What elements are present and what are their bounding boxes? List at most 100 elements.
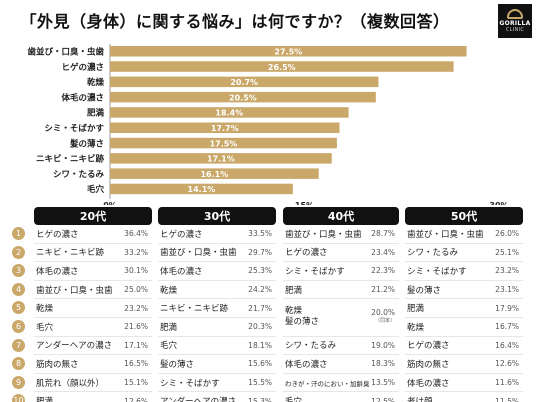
rank-badge: 1: [12, 227, 25, 240]
row-label: 髪の薄さ: [407, 285, 442, 296]
row-label: アンダーヘアの濃さ: [36, 341, 113, 352]
row-value: 21.2%: [371, 285, 395, 295]
table-row: 乾燥 24.2%: [158, 281, 276, 300]
table-row: シミ・そばかす 23.2%: [405, 262, 523, 281]
bar: [110, 61, 454, 72]
row-value: 15.5%: [248, 378, 272, 388]
table-row: 肥満 17.9%: [405, 299, 523, 318]
row-value: 18.3%: [371, 359, 395, 369]
table-row: 乾燥 髪の薄さ 20.0% （同率）: [283, 299, 399, 337]
table-row: わきが・汗のにおい・加齢臭 13.5%: [283, 374, 399, 393]
row-value: 22.3%: [371, 266, 395, 276]
rank-badge: 9: [12, 375, 25, 389]
category-label: 毛穴: [87, 184, 105, 195]
bar-value-label: 18.4%: [215, 109, 243, 118]
table-row: 肌荒れ（顔以外） 15.1%: [34, 374, 152, 393]
row-value: 18.1%: [248, 340, 272, 350]
rank-badge: 8: [12, 357, 25, 371]
row-value: 11.6%: [495, 378, 519, 388]
age-table: 50代歯並び・口臭・虫歯 26.0% シワ・たるみ 25.1% シミ・そばかす 23.2%…: [405, 207, 523, 402]
rank-badge: 2: [12, 245, 25, 259]
bar: [110, 107, 349, 118]
category-label: ヒゲの濃さ: [61, 62, 104, 73]
bar-value-label: 17.7%: [211, 124, 239, 133]
gorilla-emblem-icon: [507, 9, 523, 19]
category-label: 肥満: [87, 108, 105, 119]
row-label: ニキビ・ニキビ跡: [160, 304, 229, 315]
row-label: ニキビ・ニキビ跡: [36, 248, 105, 259]
row-value: 26.0%: [495, 229, 519, 239]
table-row: シワ・たるみ 25.1%: [405, 244, 523, 263]
row-value: 24.2%: [248, 285, 272, 295]
row-label: ヒゲの濃さ: [36, 229, 79, 240]
table-row: 筋肉の無さ 16.5%: [34, 355, 152, 374]
row-value: 36.4%: [124, 229, 148, 239]
row-label: ヒゲの濃さ: [160, 229, 203, 240]
gorilla-clinic-logo: GORILLA CLINIC: [498, 4, 532, 38]
row-value: 15.6%: [248, 359, 272, 369]
row-label: 乾燥: [36, 304, 54, 315]
table-row: 乾燥 16.7%: [405, 318, 523, 337]
row-label: 肥満: [407, 304, 425, 315]
row-label: 筋肉の無さ: [36, 359, 79, 370]
logo-line2: CLINIC: [505, 27, 525, 33]
row-label: 毛穴: [160, 341, 178, 352]
row-value: 16.4%: [495, 340, 519, 350]
table-row: ヒゲの濃さ 16.4%: [405, 337, 523, 356]
row-value: 30.1%: [124, 266, 148, 276]
row-value: 17.9%: [495, 303, 519, 313]
table-row: ヒゲの濃さ 36.4%: [34, 225, 152, 244]
table-row: 体毛の濃さ 25.3%: [158, 262, 276, 281]
table-row: 肥満 20.3%: [158, 318, 276, 337]
row-value: 23.2%: [495, 266, 519, 276]
row-value: 15.3%: [248, 396, 272, 402]
row-label: 乾燥 髪の薄さ: [285, 306, 319, 328]
category-label: ニキビ・ニキビ跡: [36, 154, 105, 165]
row-label: シミ・そばかす: [160, 378, 220, 389]
x-tick-label: 0%: [103, 201, 117, 205]
row-label: アンダーヘアの濃さ: [160, 395, 236, 402]
rank-badge: 10: [12, 394, 25, 402]
row-value: 12.6%: [495, 359, 519, 369]
bar-value-label: 27.5%: [274, 48, 302, 57]
table-row: 歯並び・口臭・虫歯 26.0%: [405, 225, 523, 244]
table-row: 毛穴 21.6%: [34, 318, 152, 337]
row-label: 肌荒れ（顔以外）: [36, 378, 105, 389]
rank-badge: 7: [12, 338, 25, 352]
row-value: 13.5%: [371, 378, 395, 388]
table-header: 50代: [405, 207, 523, 225]
x-tick-label: 15%: [295, 201, 314, 205]
row-label-line: 乾燥: [285, 306, 303, 317]
rank-badge: 3: [12, 264, 25, 278]
bar: [110, 153, 332, 164]
bar: [110, 122, 340, 133]
row-label: 体毛の濃さ: [36, 266, 79, 277]
table-header: 30代: [158, 207, 276, 225]
table-row: 歯並び・口臭・虫歯 28.7%: [283, 225, 399, 244]
row-label: 老け顔: [407, 395, 433, 402]
row-label: 乾燥: [160, 285, 178, 296]
row-label: 歯並び・口臭・虫歯: [407, 229, 484, 240]
table-row: ヒゲの濃さ 23.4%: [283, 244, 399, 263]
row-value: 19.0%: [371, 340, 395, 350]
row-value: 21.7%: [248, 303, 272, 313]
bar-value-label: 17.1%: [207, 155, 235, 164]
rank-badge: 5: [12, 301, 25, 315]
table-row: 体毛の濃さ 30.1%: [34, 262, 152, 281]
category-label: 歯並び・口臭・虫歯: [27, 47, 104, 58]
rank-badge: 4: [12, 282, 25, 296]
table-row: 歯並び・口臭・虫歯 29.7%: [158, 244, 276, 263]
row-label: シワ・たるみ: [285, 341, 337, 352]
logo-line1: GORILLA: [499, 20, 531, 27]
row-value: 29.7%: [248, 247, 272, 257]
table-row: 髪の薄さ 23.1%: [405, 281, 523, 300]
rank-badge: 6: [12, 319, 25, 333]
row-value: 20.3%: [248, 322, 272, 332]
row-value: 25.1%: [495, 247, 519, 257]
table-header: 20代: [34, 207, 152, 225]
table-row: 毛穴 18.1%: [158, 337, 276, 356]
row-value-note: （同率）: [374, 318, 395, 325]
table-row: 老け顔 11.5%: [405, 392, 523, 402]
table-row: ヒゲの濃さ 33.5%: [158, 225, 276, 244]
row-value: 25.0%: [124, 285, 148, 295]
